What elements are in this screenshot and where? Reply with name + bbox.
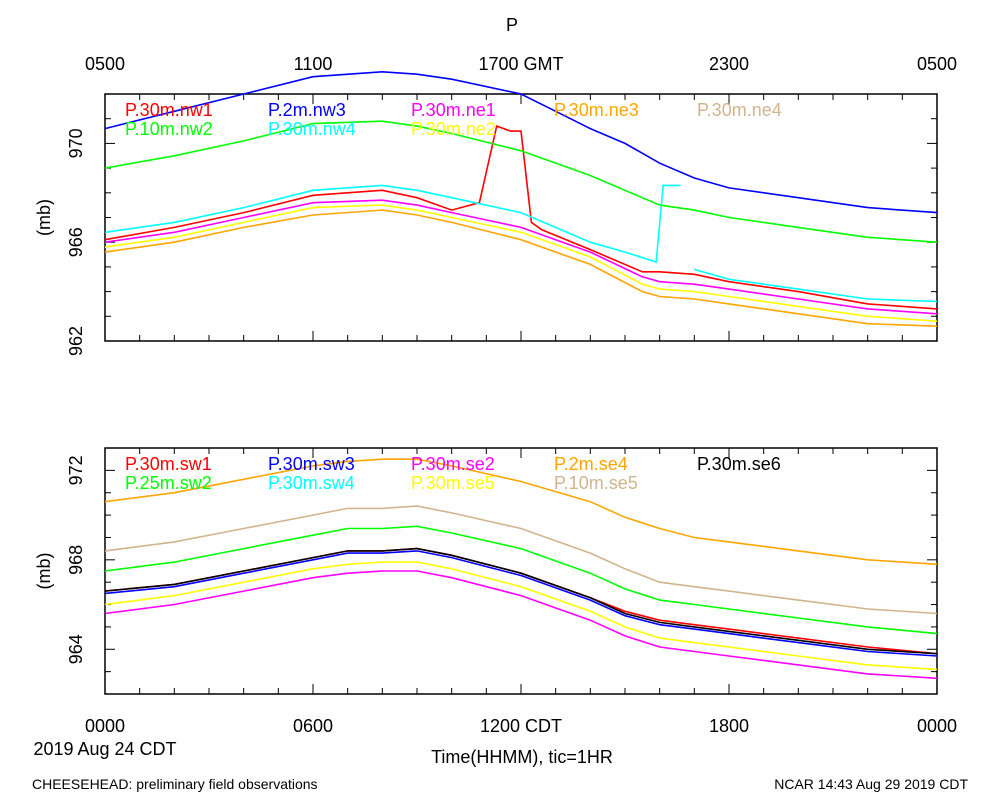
legend-P-30m-sw4: P.30m.sw4 [268, 473, 355, 493]
footer-right: NCAR 14:43 Aug 29 2019 CDT [774, 776, 968, 792]
legend-P-30m-ne2: P.30m.ne2 [411, 119, 496, 139]
upper-y-tick-label: 970 [66, 128, 86, 158]
lower-panel: 964 968 972 (mb) 0000 0600 1200 CDT 1800 0000 P.3… [34, 447, 957, 736]
page-title: P [506, 15, 518, 35]
upper-top-tick-label: 2300 [709, 54, 749, 74]
legend-P-25m-sw2: P.25m.sw2 [125, 473, 212, 493]
series-P-2m-se4 [104, 458, 938, 566]
series-P-30m-se2 [104, 570, 938, 680]
legend-P-30m-se2: P.30m.se2 [411, 454, 495, 474]
series-P-30m-se6 [104, 547, 938, 655]
series-P-10m-se5 [104, 505, 938, 615]
lower-y-tick-label: 964 [66, 634, 86, 664]
upper-top-tick-label: 0500 [85, 54, 125, 74]
legend-P-30m-nw1: P.30m.nw1 [125, 100, 213, 120]
upper-y-tick-label: 966 [66, 227, 86, 257]
date-label: 2019 Aug 24 CDT [33, 739, 176, 759]
series-P-10m-nw2 [104, 120, 938, 243]
lower-bottom-tick-label: 0000 [85, 716, 125, 736]
lower-bottom-tick-label: 0000 [917, 716, 957, 736]
upper-panel: 962 966 970 (mb) 0500 1100 1700 GMT 2300 0500 P.3… [34, 54, 957, 356]
upper-y-axis-label: (mb) [34, 199, 54, 236]
series-P-30m-nw4 [104, 184, 938, 303]
legend-P-10m-nw2: P.10m.nw2 [125, 119, 213, 139]
legend-P-2m-nw3: P.2m.nw3 [268, 100, 346, 120]
upper-top-tick-label: 1100 [294, 54, 333, 74]
upper-y-tick-label: 962 [66, 326, 86, 356]
series-P-25m-sw2 [104, 525, 938, 635]
footer-left: CHEESEHEAD: preliminary field observatio… [32, 776, 318, 792]
x-axis-label: Time(HHMM), tic=1HR [431, 747, 613, 767]
legend-P-30m-se6: P.30m.se6 [697, 454, 781, 474]
lower-bottom-tick-label: 0600 [293, 716, 333, 736]
lower-y-tick-label: 968 [66, 545, 86, 575]
upper-top-tick-label: 0500 [917, 54, 957, 74]
legend-P-30m-ne3: P.30m.ne3 [554, 100, 639, 120]
legend-P-10m-se5: P.10m.se5 [554, 473, 638, 493]
series-P-30m-sw3 [104, 550, 938, 657]
legend-P-30m-ne4: P.30m.ne4 [697, 100, 782, 120]
legend-P-30m-ne1: P.30m.ne1 [411, 100, 496, 120]
lower-y-axis-label: (mb) [34, 553, 54, 590]
series-P-30m-ne2 [104, 204, 938, 322]
lower-y-tick-label: 972 [66, 455, 86, 485]
legend-P-30m-se5: P.30m.se5 [411, 473, 495, 493]
legend-P-2m-se4: P.2m.se4 [554, 454, 628, 474]
series-P-30m-nw1 [104, 125, 938, 310]
legend-P-30m-sw3: P.30m.sw3 [268, 454, 355, 474]
legend-P-30m-sw1: P.30m.sw1 [125, 454, 212, 474]
series-P-30m-ne1 [104, 199, 938, 315]
series-P-2m-nw3 [104, 70, 938, 214]
lower-bottom-tick-label: 1800 [709, 716, 749, 736]
upper-top-tick-label: 1700 GMT [478, 54, 563, 74]
lower-bottom-tick-label: 1200 CDT [480, 716, 562, 736]
series-P-30m-se5 [104, 561, 938, 671]
series-P-30m-ne3 [104, 209, 938, 327]
legend-P-30m-nw4: P.30m.nw4 [268, 119, 356, 139]
